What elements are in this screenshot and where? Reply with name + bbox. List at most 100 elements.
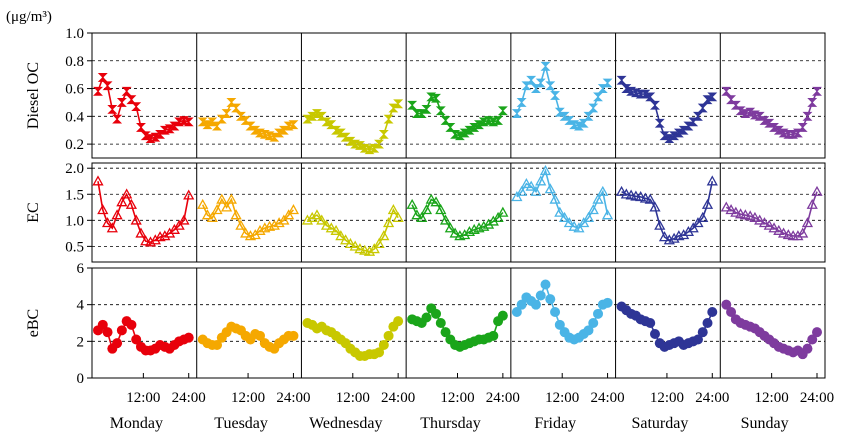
day-label-thursday: Thursday: [420, 415, 480, 432]
data-point: [707, 92, 718, 102]
data-point: [116, 98, 127, 107]
series-saturday-ebc: [616, 301, 718, 352]
data-point: [335, 230, 347, 241]
y-tick-label: 1.0: [65, 26, 84, 42]
data-point: [768, 222, 780, 233]
data-point: [545, 294, 556, 305]
data-point: [183, 117, 194, 127]
data-point: [492, 211, 504, 222]
data-point: [654, 118, 665, 128]
data-point: [231, 103, 242, 113]
day-label-sunday: Sunday: [741, 415, 789, 432]
data-point: [201, 209, 214, 220]
data-point: [526, 75, 537, 85]
data-point: [745, 107, 756, 117]
data-point: [445, 123, 456, 132]
data-point: [754, 111, 765, 121]
series-friday-ec: [511, 164, 614, 233]
data-point: [420, 204, 433, 215]
data-point: [621, 84, 632, 93]
series-monday-ebc: [93, 316, 194, 356]
day-label-monday: Monday: [110, 415, 163, 432]
x-tick-label: 12:00: [545, 390, 579, 406]
data-point: [497, 206, 509, 217]
data-point: [620, 188, 632, 199]
y-tick-label: 0.4: [65, 109, 84, 125]
y-tick-label: 2.0: [65, 161, 84, 177]
data-point: [602, 297, 613, 308]
data-point: [345, 136, 356, 146]
data-point: [744, 210, 756, 221]
data-point: [802, 111, 813, 121]
y-axis-label: EC: [25, 202, 42, 222]
data-point: [116, 325, 127, 336]
series-thursday-ec: [406, 193, 509, 241]
data-point: [321, 117, 332, 127]
data-point: [516, 185, 528, 196]
series-line: [516, 63, 609, 127]
data-point: [792, 230, 804, 241]
data-point: [535, 175, 547, 186]
data-point: [777, 227, 790, 238]
data-point: [720, 201, 732, 212]
data-point: [126, 95, 137, 105]
data-point: [101, 217, 114, 228]
series-line: [411, 198, 504, 237]
series-wednesday-diesel-oc: [302, 99, 404, 155]
data-point: [116, 196, 128, 207]
data-point: [225, 193, 237, 204]
data-point: [587, 204, 599, 215]
data-point: [406, 198, 418, 209]
y-tick-label: 0.2: [65, 137, 84, 153]
y-tick-label: 0.8: [65, 54, 84, 70]
data-point: [668, 232, 680, 243]
data-point: [393, 316, 404, 327]
data-point: [811, 185, 823, 196]
data-point: [407, 100, 418, 110]
data-point: [112, 114, 123, 124]
data-point: [440, 327, 451, 338]
data-point: [206, 211, 218, 222]
data-point: [563, 217, 575, 228]
data-point: [197, 198, 209, 209]
data-point: [421, 312, 432, 323]
data-point: [582, 211, 595, 222]
series-line: [306, 103, 399, 151]
series-sunday-diesel-oc: [721, 86, 822, 139]
data-point: [316, 214, 328, 225]
x-tick-label: 12:00: [126, 390, 160, 406]
data-point: [593, 308, 604, 319]
data-point: [330, 224, 342, 235]
data-point: [421, 104, 432, 114]
data-point: [106, 222, 118, 233]
data-point: [240, 227, 252, 238]
data-point: [592, 193, 604, 204]
data-point: [516, 98, 527, 107]
y-tick-label: 0.6: [65, 82, 84, 98]
series-wednesday-ebc: [302, 316, 404, 361]
data-point: [478, 220, 490, 231]
data-point: [288, 330, 299, 341]
data-point: [516, 299, 527, 310]
data-point: [678, 229, 690, 240]
series-friday-diesel-oc: [511, 61, 613, 131]
data-point: [131, 334, 142, 345]
data-point: [140, 131, 151, 141]
data-point: [659, 131, 670, 141]
series-monday-ec: [92, 175, 195, 247]
data-point: [102, 327, 113, 338]
data-point: [692, 334, 703, 345]
data-point: [511, 307, 522, 317]
data-point: [382, 217, 395, 228]
data-point: [278, 214, 290, 225]
data-point: [702, 318, 713, 328]
data-point: [149, 234, 161, 245]
data-point: [625, 189, 637, 200]
data-point: [169, 121, 180, 131]
x-tick-label: 24:00: [590, 390, 624, 406]
x-tick-label: 24:00: [172, 390, 206, 406]
data-point: [178, 214, 190, 225]
data-point: [287, 204, 300, 215]
data-point: [754, 214, 766, 225]
